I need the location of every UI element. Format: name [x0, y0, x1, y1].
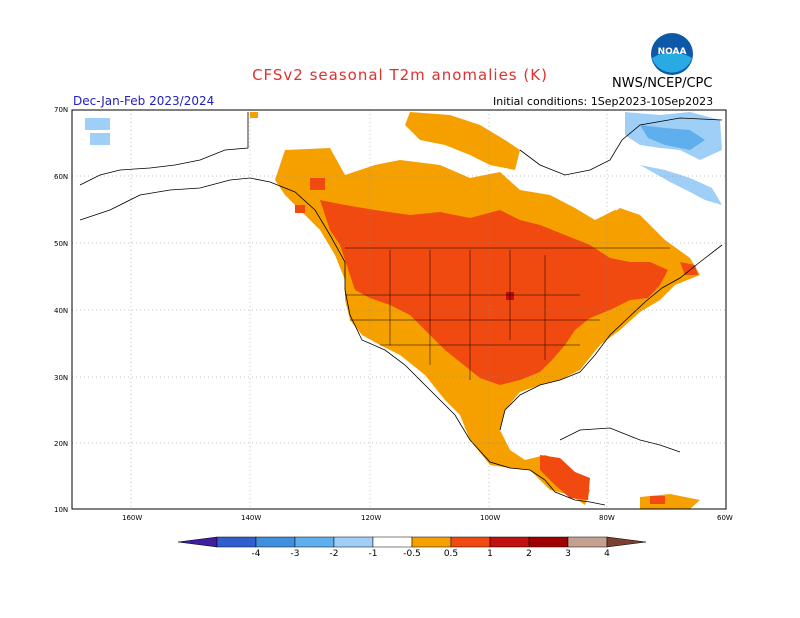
lon-label: 80W	[599, 514, 615, 522]
colorbar-label: 0.5	[444, 549, 458, 559]
colorbar-label: -3	[291, 549, 300, 559]
map-title: CFSv2 seasonal T2m anomalies (K)	[252, 66, 548, 84]
colorbar-swatch	[372, 536, 413, 548]
colorbar: -4 -3 -2 -1 -0.5 0.5 1 2 3 4	[177, 536, 647, 559]
svg-text:NOAA: NOAA	[658, 47, 687, 57]
colorbar-swatch	[255, 536, 296, 548]
lat-label: 60N	[54, 173, 68, 181]
lon-label: 160W	[122, 514, 142, 522]
map-frame	[71, 109, 727, 510]
graticule	[72, 110, 726, 509]
colorbar-label: -1	[369, 549, 378, 559]
lat-label: 10N	[54, 506, 68, 514]
colorbar-label: 3	[565, 549, 571, 559]
lon-axis: 160W 140W 120W 100W 80W 60W	[122, 514, 733, 522]
colorbar-label: -2	[330, 549, 339, 559]
lon-label: 120W	[361, 514, 381, 522]
colorbar-label: -4	[252, 549, 261, 559]
lon-label: 60W	[717, 514, 733, 522]
colorbar-arrow-right	[606, 536, 647, 548]
lat-label: 70N	[54, 106, 68, 114]
lat-label: 40N	[54, 307, 68, 315]
colorbar-label: 1	[487, 549, 493, 559]
coastlines	[79, 112, 723, 506]
anomaly-red-region	[295, 178, 698, 504]
colorbar-swatch	[294, 536, 335, 548]
colorbar-label: -0.5	[403, 549, 421, 559]
colorbar-swatch	[450, 536, 491, 548]
init-conditions-label: Initial conditions: 1Sep2023-10Sep2023	[493, 95, 714, 108]
colorbar-label: 2	[526, 549, 532, 559]
colorbar-swatch	[567, 536, 608, 548]
lat-label: 30N	[54, 374, 68, 382]
org-label: NWS/NCEP/CPC	[612, 76, 713, 91]
noaa-logo: NOAA	[650, 32, 694, 76]
colorbar-swatch	[216, 536, 257, 548]
colorbar-swatch	[528, 536, 569, 548]
lon-label: 100W	[480, 514, 500, 522]
lat-axis: 70N 60N 50N 40N 30N 20N 10N	[54, 106, 68, 514]
lon-label: 140W	[241, 514, 261, 522]
colorbar-swatch	[489, 536, 530, 548]
colorbar-arrow-left	[177, 536, 218, 548]
lat-label: 20N	[54, 440, 68, 448]
state-borders	[345, 247, 670, 380]
colorbar-swatch	[411, 536, 452, 548]
colorbar-label: 4	[604, 549, 610, 559]
season-label: Dec-Jan-Feb 2023/2024	[73, 94, 215, 108]
colorbar-swatch	[333, 536, 374, 548]
anomaly-blue-region	[85, 112, 722, 205]
lat-label: 50N	[54, 240, 68, 248]
